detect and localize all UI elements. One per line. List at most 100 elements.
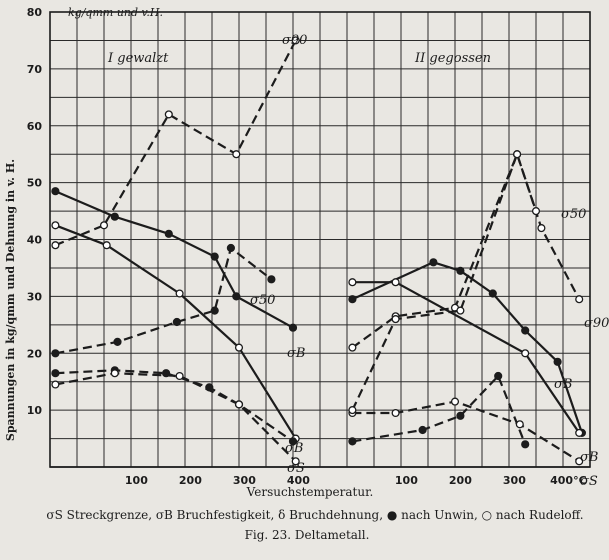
data-point-panel2-6: [391, 315, 400, 324]
x-tick-label: 100: [125, 474, 148, 487]
data-point-panel1-2: [51, 221, 60, 230]
data-point-panel2-6: [456, 306, 465, 315]
annotation-panel2-sigmaS: σS: [580, 474, 598, 489]
y-tick-label: 50: [27, 177, 43, 190]
data-point-panel2-6: [348, 406, 357, 415]
data-point-panel2-3: [456, 411, 465, 420]
y-tick-labels: 10 20 30 40 50 60 70 80: [27, 6, 43, 417]
data-point-panel1-6: [51, 349, 60, 358]
data-point-panel1-5: [232, 150, 241, 159]
series-line-panel1-5: [54, 39, 297, 247]
data-point-panel1-4: [175, 371, 184, 381]
data-point-panel1-2: [234, 343, 244, 352]
data-point-panel2-4: [391, 408, 400, 418]
annotation-panel1-delta50: σ50: [250, 293, 275, 308]
data-point-panel2-1: [348, 295, 357, 304]
grid: [50, 12, 590, 467]
annotation-panel2-sigmaB-b: σB: [580, 450, 598, 465]
x-tick-label: 100: [395, 474, 418, 487]
data-point-panel2-5: [537, 224, 546, 233]
data-point-panel2-1: [521, 326, 530, 335]
x-axis-title: Versuchstemperatur.: [246, 485, 374, 499]
y-axis-title: Spannungen in kg/qmm und Dehnung in v. H…: [4, 159, 17, 441]
data-point-panel1-2: [102, 241, 111, 250]
series-line-panel1-1: [54, 190, 294, 329]
data-point-panel1-4: [291, 457, 300, 466]
x-tick-label: 300: [233, 474, 256, 487]
y-tick-label: 40: [27, 234, 43, 247]
data-point-panel1-6: [226, 243, 235, 253]
data-point-panel2-6: [531, 207, 541, 216]
series-line-panel1-4: [55, 372, 297, 463]
data-point-panel2-4: [575, 457, 584, 466]
data-point-panel1-1: [232, 292, 241, 301]
data-point-panel2-2: [391, 278, 400, 287]
y-tick-label: 30: [27, 290, 43, 303]
data-point-panel1-3: [288, 437, 298, 446]
data-point-panel1-1: [164, 229, 173, 238]
series-line-panel1-3: [55, 369, 294, 443]
y-tick-label: 60: [27, 120, 43, 133]
data-point-panel2-1: [488, 289, 497, 298]
y-unit-label: kg/qmm und v.H.: [68, 6, 163, 19]
panel-label-cast: II gegossen: [414, 51, 491, 66]
series-line-panel1-2: [55, 224, 297, 440]
data-point-panel1-5: [164, 110, 173, 119]
series-line-panel2-5: [351, 153, 581, 349]
data-point-panel1-6: [267, 275, 276, 284]
data-point-panel2-2: [348, 278, 357, 287]
y-tick-label: 80: [27, 6, 43, 19]
x-tick-label: 400°C: [550, 474, 587, 487]
data-point-panel2-4: [450, 397, 460, 406]
annotation-panel1-sigmaS: σS: [287, 461, 305, 476]
annotation-panel1-sigmaB-b: σB: [285, 441, 303, 456]
data-point-panel2-3: [348, 437, 357, 446]
data-point-panel1-1: [51, 187, 60, 196]
data-point-panel2-2: [521, 349, 530, 358]
annotation-panel2-delta90: σ90: [584, 316, 609, 331]
data-point-panel2-1: [456, 266, 465, 275]
data-point-panel1-2: [175, 289, 184, 298]
data-point-panel2-6: [513, 150, 522, 159]
data-point-panel2-3: [521, 440, 530, 449]
data-point-panel2-1: [553, 357, 562, 366]
data-point-panel2-5: [348, 343, 357, 352]
x-tick-label: 300: [503, 474, 526, 487]
data-point-panel1-6: [113, 337, 122, 346]
annotation-panel1-sigmaB-a: σB: [287, 346, 305, 361]
annotation-panel2-sigmaB-a: σB: [554, 377, 572, 392]
data-point-panel1-1: [210, 252, 219, 261]
data-point-panel1-4: [234, 400, 244, 409]
series-line-panel2-2: [352, 281, 581, 434]
x-tick-label: 400: [287, 474, 310, 487]
data-point-panel2-3: [494, 371, 503, 381]
data-point-panel2-3: [418, 425, 427, 435]
data-point-panel1-4: [110, 369, 119, 378]
series-line-panel2-3: [352, 374, 527, 445]
data-point-panel1-5: [291, 36, 300, 45]
series-line-panel2-1: [351, 261, 583, 434]
data-point-panel1-5: [99, 221, 109, 230]
data-point-panel1-1: [110, 212, 119, 221]
data-point-panel1-1: [288, 323, 298, 332]
data-point-panel2-4: [515, 420, 524, 429]
data-point-panel1-5: [51, 241, 60, 250]
data-point-panel1-3: [51, 369, 60, 378]
x-tick-labels: 100 200 300 400 100 200 300 400°C: [125, 474, 587, 487]
panel-label-rolled: I gewalzt: [107, 51, 169, 66]
caption-figure-title: Fig. 23. Deltametall.: [245, 528, 370, 542]
y-tick-label: 20: [27, 347, 43, 360]
x-tick-label: 200: [179, 474, 202, 487]
series-layer: [51, 36, 587, 466]
data-point-panel1-6: [172, 317, 181, 327]
data-point-panel2-5: [575, 295, 584, 304]
data-point-panel2-2: [575, 428, 584, 437]
y-tick-label: 10: [27, 404, 43, 417]
x-tick-label: 200: [449, 474, 472, 487]
caption-legend: σS Streckgrenze, σB Bruchfestigkeit, δ B…: [46, 508, 583, 522]
y-tick-label: 70: [27, 63, 43, 76]
series-line-panel1-6: [55, 246, 273, 355]
annotation-panel1-delta90: σ90: [282, 33, 307, 48]
